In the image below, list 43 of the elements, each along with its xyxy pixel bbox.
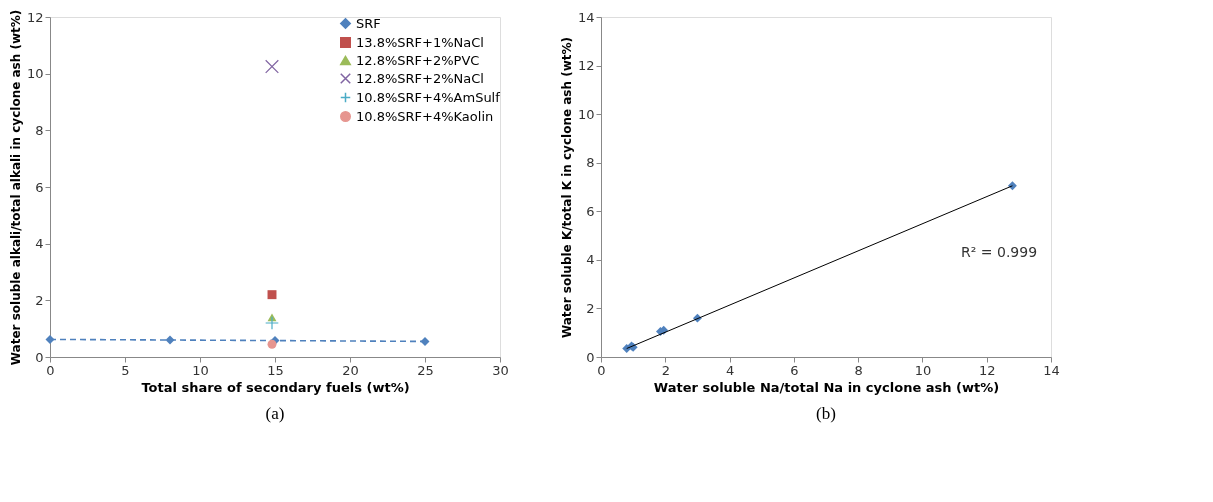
legend-label: 13.8%SRF+1%NaCl — [356, 34, 484, 50]
y-tick-label: 2 — [586, 300, 595, 316]
legend-label: 10.8%SRF+4%Kaolin — [356, 108, 494, 124]
y-tick-label: 4 — [35, 236, 44, 252]
y-tick-label: 0 — [35, 349, 44, 365]
y-tick-label: 10 — [26, 66, 44, 82]
x-tick-label: 20 — [342, 362, 359, 378]
y-axis-title: Water soluble K/total K in cyclone ash (wt%) — [559, 36, 574, 339]
x-tick-label: 2 — [661, 362, 670, 378]
x-tick-label: 12 — [978, 362, 996, 378]
legend-label: 12.8%SRF+2%PVC — [356, 52, 480, 68]
x-tick-label: 4 — [725, 362, 735, 378]
legend-label: SRF — [356, 15, 381, 31]
x-tick-label: 10 — [192, 362, 209, 378]
annotation: R² = 0.999 — [961, 244, 1038, 260]
x-tick-label: 10 — [914, 362, 932, 378]
x-tick-label: 6 — [790, 362, 799, 378]
y-tick-label: 12 — [577, 58, 595, 74]
text: (b) — [816, 404, 836, 423]
y-tick-label: 4 — [586, 252, 595, 268]
x-tick-label: 30 — [492, 362, 509, 378]
y-tick-label: 14 — [577, 9, 595, 25]
y-tick-label: 8 — [35, 122, 44, 138]
x-tick-label: 5 — [121, 362, 130, 378]
legend-label: 12.8%SRF+2%NaCl — [356, 70, 484, 86]
y-axis-title: Water soluble alkali/total alkali in cyclone ash (wt%) — [8, 9, 23, 366]
y-tick-label: 12 — [26, 9, 44, 25]
x-axis-title: Water soluble Na/total Na in cyclone ash (wt%) — [653, 379, 1000, 395]
x-tick-label: 8 — [854, 362, 863, 378]
y-tick-label: 10 — [577, 106, 595, 122]
x-tick-label: 25 — [417, 362, 434, 378]
y-tick-label: 2 — [35, 292, 44, 308]
x-axis-title: Total share of secondary fuels (wt%) — [141, 379, 410, 395]
y-tick-label: 6 — [586, 203, 595, 219]
y-tick-label: 0 — [586, 349, 595, 365]
x-tick-label: 0 — [46, 362, 55, 378]
x-tick-label: 14 — [1043, 362, 1060, 378]
x-tick-label: 0 — [597, 362, 606, 378]
legend-label: 10.8%SRF+4%AmSulf — [356, 89, 501, 105]
x-tick-label: 15 — [267, 362, 284, 378]
y-tick-label: 6 — [35, 179, 44, 195]
y-tick-label: 8 — [586, 155, 595, 171]
text: (a) — [265, 404, 285, 423]
